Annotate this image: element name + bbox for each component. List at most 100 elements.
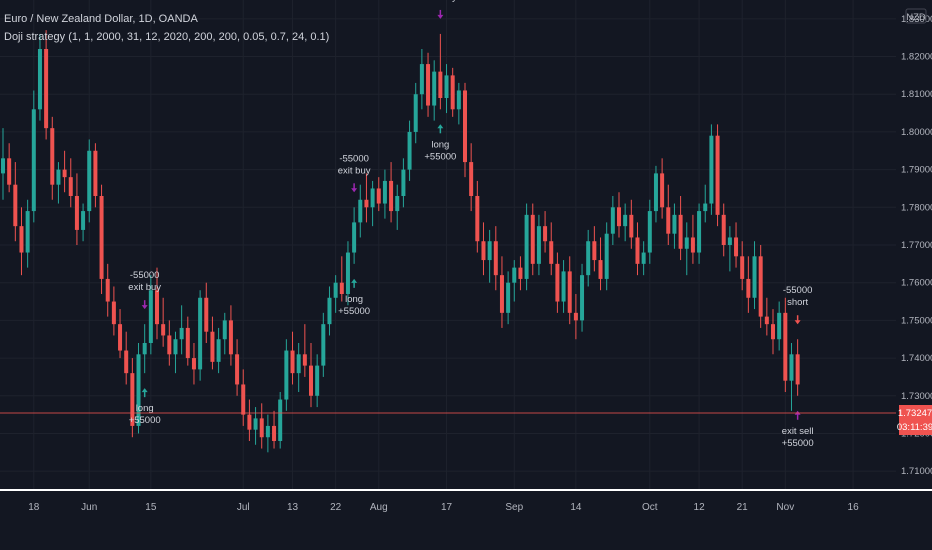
candle-body [407,131,412,170]
candle [518,256,523,291]
candle [241,369,246,426]
candle [543,211,548,253]
candle [222,312,227,355]
candle-body [259,418,264,438]
candle [191,343,196,385]
candle-body [161,324,166,336]
candle-body [413,94,418,132]
candle-body [216,339,221,362]
candle-body [580,275,585,321]
candle [296,343,301,392]
candle [506,271,511,325]
candle-body [142,343,147,355]
symbol-title[interactable]: Euro / New Zealand Dollar, 1D, OANDA [4,13,198,25]
candle-body [352,222,357,253]
time-tick-label: 12 [694,502,706,513]
candle-body [438,71,443,98]
signal-label: -55000 [130,270,160,281]
candle-body [734,237,739,257]
price-tick-label: 1.76000 [901,278,932,289]
strategy-title[interactable]: Doji strategy (1, 1, 2000, 31, 12, 2020,… [4,31,330,43]
time-tick-label: 18 [28,502,40,513]
candle [555,252,560,313]
candle [715,124,720,227]
candle [216,327,221,374]
candle-body [315,365,320,396]
candle [1,128,5,200]
candle-body [370,188,375,208]
candle-body [678,214,683,249]
candle [426,52,431,117]
candle-body [450,75,455,110]
candle-body [617,207,621,227]
candle-body [290,350,295,374]
signal-arrow-head [351,188,358,193]
candle-body [666,207,671,234]
candle [580,263,585,332]
candle [592,226,597,272]
candle [401,158,406,208]
candle-body [561,271,566,302]
candle-body [703,203,708,212]
candle [395,184,400,230]
candle [204,282,209,343]
candle [764,297,769,336]
price-tick-label: 1.80000 [901,127,932,138]
candle-body [469,162,474,196]
candle-body [592,241,597,261]
candle [167,320,172,366]
price-tick-label: 1.83000 [901,14,932,25]
candle [419,49,424,110]
candle [758,245,763,328]
candle-body [358,199,363,223]
candle-body [265,425,270,438]
candle [536,214,541,276]
candle-body [727,237,732,245]
candle-body [567,271,572,313]
time-tick-label: Sep [505,502,523,513]
candle-body [789,354,794,381]
signal-label: +55000 [782,438,814,449]
candle [345,241,350,306]
candle-body [499,275,504,313]
time-axis-area[interactable] [0,491,932,550]
candle [284,339,289,411]
candle-body [697,211,702,253]
candle-body [721,214,726,245]
candle [789,343,794,411]
price-tick-label: 1.71000 [901,466,932,477]
candle-body [173,339,178,355]
candle [617,192,621,238]
candle [198,290,203,381]
signal-arrow-head [437,14,444,19]
candle [68,158,73,208]
candle-body [25,211,30,253]
price-tick-label: 1.73000 [901,391,932,402]
candle-body [771,324,775,340]
candle [376,177,381,212]
candle-body [395,196,400,212]
candle [635,222,640,276]
candle [81,203,86,242]
time-tick-label: 16 [848,502,860,513]
candle [475,180,480,253]
candle-body [302,354,307,366]
candle-body [795,354,800,385]
candle-body [506,282,511,313]
candle [746,256,751,313]
candle-body [586,241,591,276]
candle-body [536,226,541,264]
signal-arrow-head [437,124,444,129]
candle-body [204,297,209,332]
candle-body [68,177,73,196]
candle-body [309,365,313,396]
candle [142,324,147,374]
candle [99,184,104,294]
candle [567,256,572,325]
candle-body [598,260,603,279]
candle [352,207,357,264]
candle-body [764,316,769,325]
